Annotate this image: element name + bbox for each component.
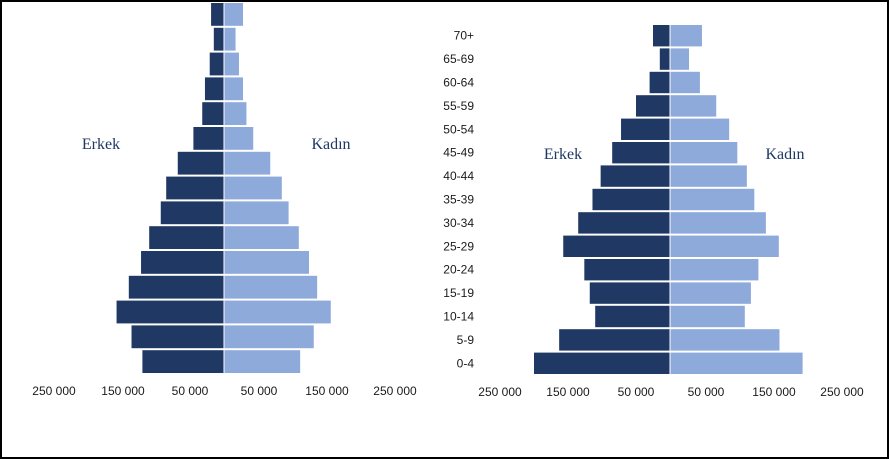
age-label-4: 20-24 <box>443 263 474 277</box>
female-bar-1-9 <box>224 127 254 150</box>
age-label-13: 65-69 <box>443 52 474 66</box>
male-bar-1-14 <box>211 3 224 26</box>
female-bar-1-2 <box>224 300 331 324</box>
female-bar-1-1 <box>224 325 314 349</box>
female-bar-1-13 <box>224 27 236 51</box>
age-label-6: 30-34 <box>443 216 474 230</box>
male-bar-2-6 <box>578 212 670 234</box>
female-bar-2-1 <box>670 329 780 351</box>
male-bar-1-10 <box>202 102 224 125</box>
male-bar-1-13 <box>213 27 224 51</box>
female-bar-2-11 <box>670 95 717 117</box>
female-bar-2-7 <box>670 188 755 211</box>
male-label-2: Erkek <box>544 146 582 163</box>
male-bar-1-8 <box>177 151 224 175</box>
male-bar-2-1 <box>559 329 670 351</box>
age-label-7: 35-39 <box>443 193 474 207</box>
male-bar-1-11 <box>204 77 224 101</box>
male-bar-1-12 <box>209 52 224 76</box>
male-bar-1-4 <box>141 251 224 274</box>
x-tick-label-2-0: 250 000 <box>478 385 522 399</box>
age-label-9: 45-49 <box>443 146 474 160</box>
female-bar-1-4 <box>224 251 309 274</box>
male-bar-1-5 <box>149 226 224 249</box>
age-label-8: 40-44 <box>443 169 474 183</box>
male-bar-2-5 <box>563 235 670 257</box>
x-tick-label-2-2: 50 000 <box>618 385 655 399</box>
female-bar-2-8 <box>670 165 747 187</box>
male-bar-2-7 <box>592 188 670 211</box>
female-bar-1-10 <box>224 102 247 125</box>
male-bar-1-0 <box>142 350 224 373</box>
male-bar-2-2 <box>595 305 670 328</box>
age-label-10: 50-54 <box>443 122 474 136</box>
female-bar-2-13 <box>670 48 690 70</box>
female-label-2: Kadın <box>765 146 804 163</box>
male-bar-2-0 <box>534 352 670 374</box>
female-bar-1-6 <box>224 201 289 225</box>
male-bar-2-9 <box>612 142 670 164</box>
x-tick-label-2-5: 250 000 <box>820 385 864 399</box>
male-bar-1-2 <box>116 300 224 324</box>
male-label-1: Erkek <box>82 136 120 153</box>
age-label-5: 25-29 <box>443 239 474 253</box>
x-tick-label-2-1: 150 000 <box>546 385 590 399</box>
female-bar-2-12 <box>670 71 700 94</box>
x-tick-label-1-5: 250 000 <box>373 384 417 398</box>
female-bar-1-5 <box>224 226 299 249</box>
male-bar-2-13 <box>659 48 670 70</box>
female-label-1: Kadın <box>311 136 350 153</box>
female-bar-1-7 <box>224 176 282 200</box>
x-tick-label-1-0: 250 000 <box>32 384 76 398</box>
female-bar-2-9 <box>670 142 738 164</box>
x-tick-label-1-3: 50 000 <box>241 384 278 398</box>
x-tick-label-2-4: 150 000 <box>752 385 796 399</box>
female-bar-2-0 <box>670 352 803 374</box>
x-tick-label-1-1: 150 000 <box>101 384 145 398</box>
age-label-0: 0-4 <box>457 356 475 370</box>
x-tick-label-1-2: 50 000 <box>172 384 209 398</box>
female-bar-2-5 <box>670 235 779 257</box>
male-bar-2-4 <box>584 259 670 281</box>
age-label-12: 60-64 <box>443 76 474 90</box>
x-tick-label-1-4: 150 000 <box>305 384 349 398</box>
female-bar-2-6 <box>670 212 766 234</box>
male-bar-1-9 <box>193 127 224 150</box>
male-bar-2-14 <box>653 25 670 47</box>
male-bar-2-3 <box>589 282 670 304</box>
age-label-14: 70+ <box>454 29 474 43</box>
female-bar-2-10 <box>670 118 730 140</box>
male-bar-2-8 <box>600 165 670 187</box>
female-bar-1-3 <box>224 275 318 299</box>
female-bar-2-4 <box>670 259 759 281</box>
female-bar-1-0 <box>224 350 301 373</box>
male-bar-2-11 <box>636 95 670 117</box>
female-bar-1-8 <box>224 151 271 175</box>
male-bar-1-7 <box>166 176 224 200</box>
female-bar-2-2 <box>670 305 745 328</box>
age-label-2: 10-14 <box>443 310 474 324</box>
age-label-3: 15-19 <box>443 286 474 300</box>
male-bar-2-12 <box>649 71 670 94</box>
male-bar-2-10 <box>621 118 670 140</box>
female-bar-1-11 <box>224 77 244 101</box>
female-bar-1-14 <box>224 3 244 26</box>
female-bar-1-12 <box>224 52 239 76</box>
male-bar-1-3 <box>128 275 224 299</box>
age-label-11: 55-59 <box>443 99 474 113</box>
age-label-1: 5-9 <box>457 333 475 347</box>
male-bar-1-6 <box>160 201 224 225</box>
female-bar-2-3 <box>670 282 751 304</box>
x-tick-label-2-3: 50 000 <box>688 385 725 399</box>
female-bar-2-14 <box>670 25 702 47</box>
male-bar-1-1 <box>131 325 224 349</box>
